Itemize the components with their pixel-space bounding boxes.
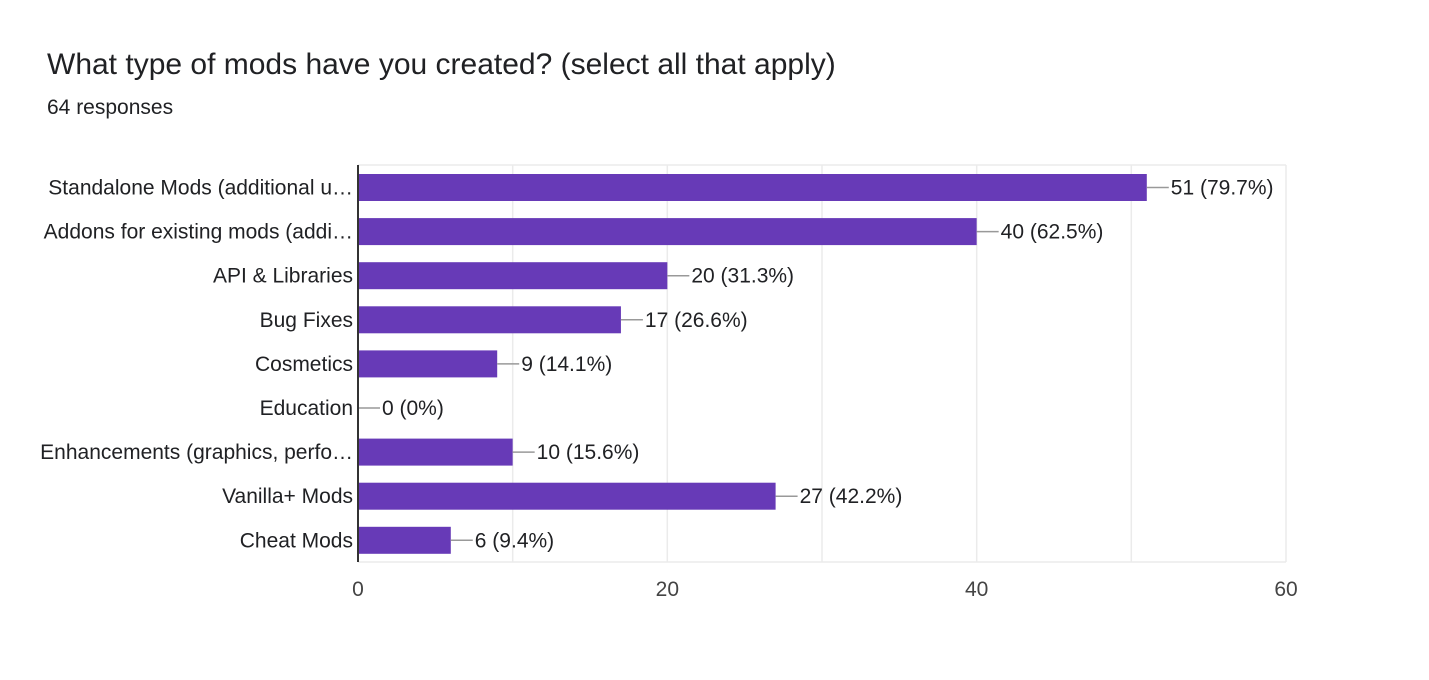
data-label: 17 (26.6%)	[645, 309, 748, 332]
x-tick-label: 40	[965, 578, 988, 601]
bar	[358, 262, 668, 290]
data-label: 27 (42.2%)	[800, 485, 903, 508]
data-label: 9 (14.1%)	[521, 353, 612, 376]
chart-title: What type of mods have you created? (sel…	[47, 48, 836, 81]
data-label: 0 (0%)	[382, 397, 444, 420]
data-label: 40 (62.5%)	[1001, 221, 1104, 244]
data-label: 20 (31.3%)	[691, 265, 794, 288]
data-label: 10 (15.6%)	[537, 441, 640, 464]
category-label: Vanilla+ Mods	[222, 485, 353, 508]
category-label: Addons for existing mods (addi…	[44, 221, 353, 244]
bar	[358, 174, 1147, 201]
response-count: 64 responses	[47, 96, 174, 119]
bar	[358, 218, 977, 246]
x-tick-label: 0	[352, 578, 364, 601]
bar	[358, 438, 513, 466]
category-label: Enhancements (graphics, perfo…	[40, 441, 353, 464]
bar	[358, 306, 621, 334]
data-label: 51 (79.7%)	[1171, 177, 1274, 200]
bar	[358, 526, 451, 554]
x-tick-label: 20	[656, 578, 679, 601]
data-label: 6 (9.4%)	[475, 529, 554, 552]
category-label: Bug Fixes	[260, 309, 353, 332]
bar	[358, 350, 498, 378]
x-tick-label: 60	[1274, 578, 1297, 601]
category-label: Standalone Mods (additional u…	[48, 177, 353, 200]
category-label: API & Libraries	[213, 265, 353, 288]
category-label: Education	[260, 397, 353, 420]
category-label: Cheat Mods	[240, 529, 353, 552]
category-label: Cosmetics	[255, 353, 353, 376]
bar	[358, 482, 776, 510]
